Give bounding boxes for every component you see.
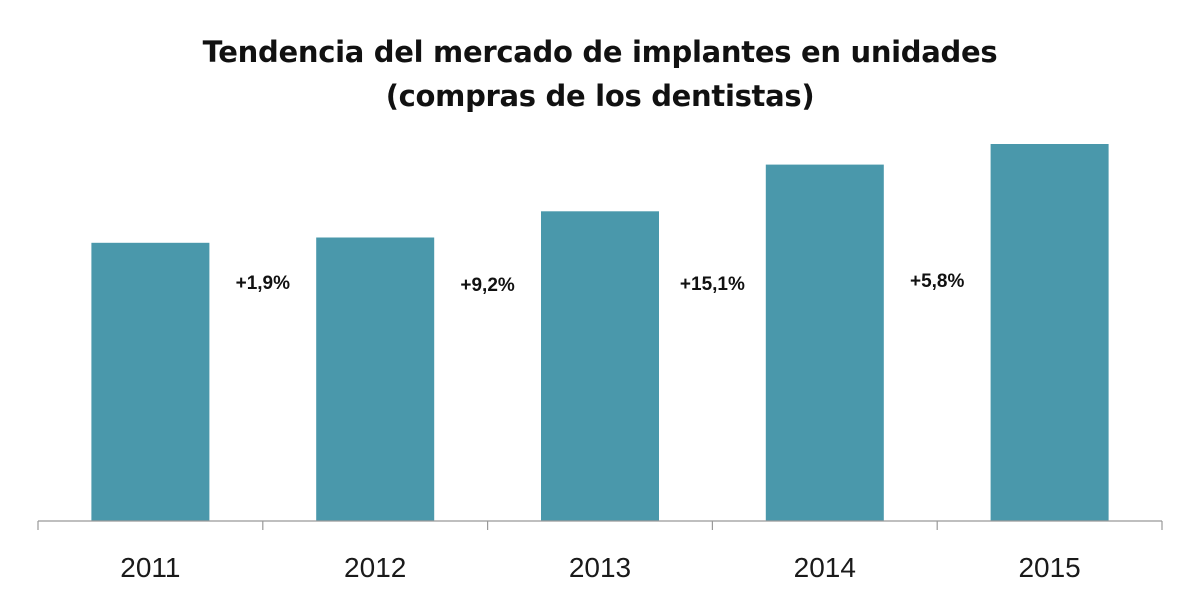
x-tick-label-2013: 2013 bbox=[569, 552, 631, 583]
x-tick-label-2012: 2012 bbox=[344, 552, 406, 583]
x-tick-labels: 2011 2012 2013 2014 2015 bbox=[120, 552, 1080, 583]
growth-annotation-3: +15,1% bbox=[680, 274, 745, 295]
x-axis bbox=[37, 520, 1163, 530]
bar-2012 bbox=[316, 237, 435, 521]
growth-annotation-1: +1,9% bbox=[236, 273, 291, 294]
bar-2014 bbox=[765, 164, 884, 521]
growth-annotation-4: +5,8% bbox=[910, 271, 965, 292]
chart-title-line1: Tendencia del mercado de implantes en un… bbox=[202, 35, 998, 69]
x-tick-label-2011: 2011 bbox=[120, 552, 180, 583]
chart-title: Tendencia del mercado de implantes en un… bbox=[0, 30, 1200, 118]
chart-title-line2: (compras de los dentistas) bbox=[385, 79, 815, 113]
growth-annotations: +1,9% +9,2% +15,1% +5,8% bbox=[236, 271, 965, 296]
x-tick-label-2014: 2014 bbox=[794, 552, 856, 583]
growth-annotation-2: +9,2% bbox=[460, 275, 515, 296]
bar-2011 bbox=[91, 242, 210, 522]
x-tick-label-2015: 2015 bbox=[1018, 552, 1080, 583]
bar-2015 bbox=[990, 144, 1109, 521]
bar-2013 bbox=[541, 211, 659, 522]
bars-group bbox=[91, 144, 1109, 522]
